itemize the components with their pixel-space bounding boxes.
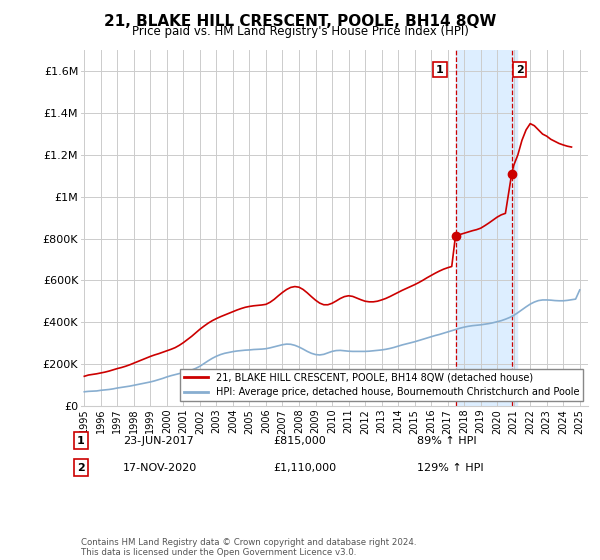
Legend: 21, BLAKE HILL CRESCENT, POOLE, BH14 8QW (detached house), HPI: Average price, d: 21, BLAKE HILL CRESCENT, POOLE, BH14 8QW… bbox=[180, 368, 583, 401]
Text: 89% ↑ HPI: 89% ↑ HPI bbox=[417, 436, 476, 446]
Text: 2: 2 bbox=[77, 463, 85, 473]
Text: 1: 1 bbox=[436, 64, 444, 74]
Text: 17-NOV-2020: 17-NOV-2020 bbox=[123, 463, 197, 473]
Text: 23-JUN-2017: 23-JUN-2017 bbox=[123, 436, 194, 446]
Text: Contains HM Land Registry data © Crown copyright and database right 2024.
This d: Contains HM Land Registry data © Crown c… bbox=[81, 538, 416, 557]
Text: 2: 2 bbox=[516, 64, 524, 74]
Text: 129% ↑ HPI: 129% ↑ HPI bbox=[417, 463, 484, 473]
Text: £1,110,000: £1,110,000 bbox=[273, 463, 336, 473]
Text: 1: 1 bbox=[77, 436, 85, 446]
Bar bbox=[455, 50, 517, 406]
Text: £815,000: £815,000 bbox=[273, 436, 326, 446]
Text: 21, BLAKE HILL CRESCENT, POOLE, BH14 8QW: 21, BLAKE HILL CRESCENT, POOLE, BH14 8QW bbox=[104, 14, 496, 29]
Text: Price paid vs. HM Land Registry's House Price Index (HPI): Price paid vs. HM Land Registry's House … bbox=[131, 25, 469, 38]
